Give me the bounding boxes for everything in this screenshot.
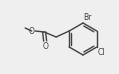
Text: O: O [42,42,48,51]
Text: O: O [29,26,35,36]
Text: Cl: Cl [98,48,105,57]
Text: Br: Br [84,13,92,22]
